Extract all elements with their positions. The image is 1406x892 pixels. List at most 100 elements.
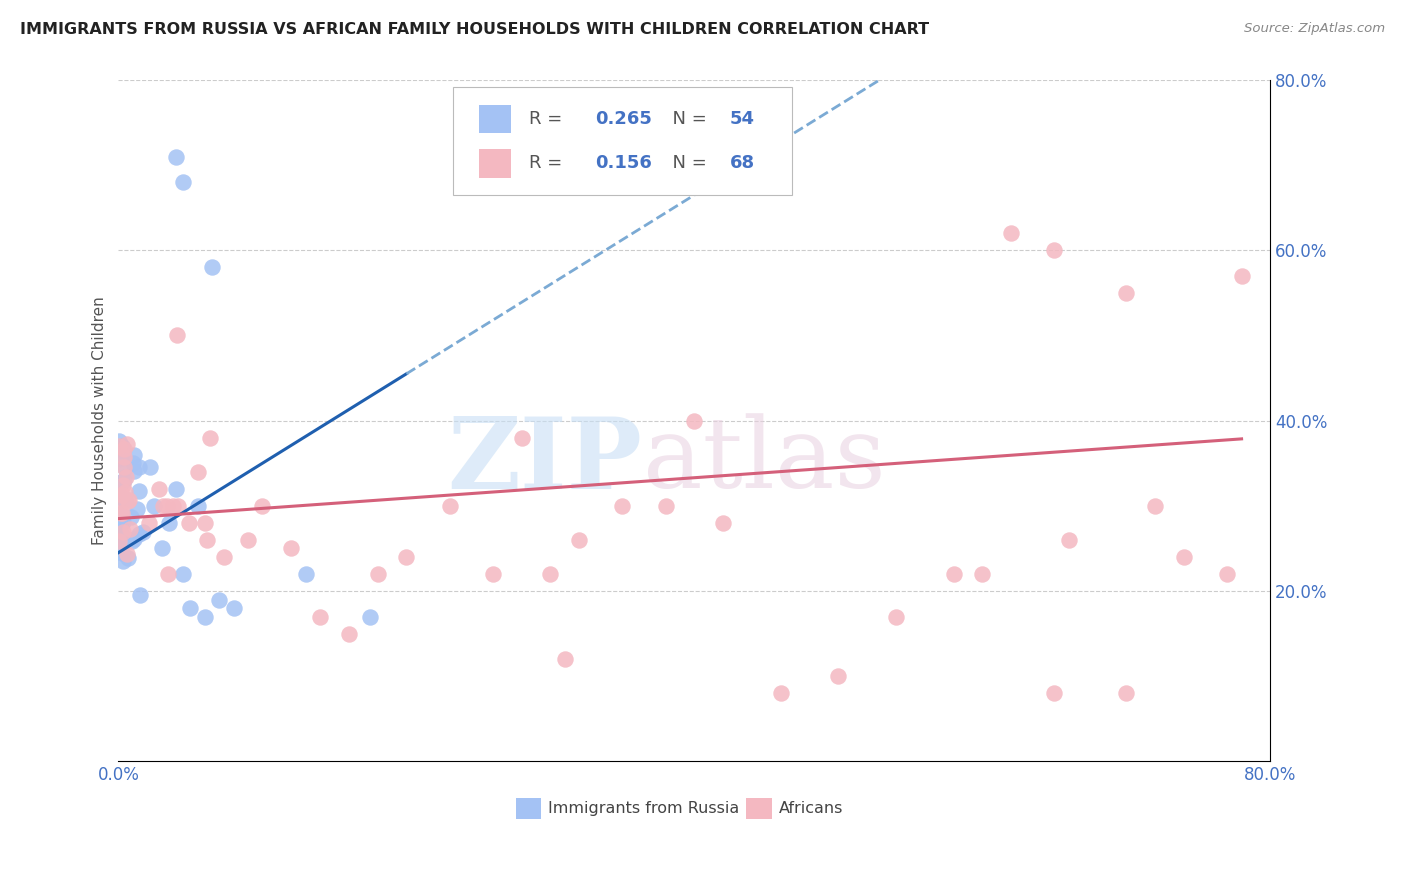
Point — [769, 686, 792, 700]
Point — [120, 510, 142, 524]
Point — [309, 609, 332, 624]
Point — [110, 536, 132, 550]
Point — [395, 549, 418, 564]
Text: 0.156: 0.156 — [595, 154, 652, 172]
Text: R =: R = — [529, 154, 568, 172]
Point — [1000, 227, 1022, 241]
Point — [110, 487, 132, 501]
Point — [179, 516, 201, 530]
Text: N =: N = — [661, 154, 713, 172]
Point — [117, 494, 139, 508]
FancyBboxPatch shape — [453, 87, 793, 195]
Point — [115, 470, 138, 484]
Point — [1216, 566, 1239, 581]
Point — [108, 525, 131, 540]
Point — [107, 478, 129, 492]
Text: 54: 54 — [730, 110, 755, 128]
Point — [568, 533, 591, 547]
Point — [112, 516, 135, 530]
Point — [195, 533, 218, 547]
Bar — [747, 798, 772, 819]
Point — [148, 482, 170, 496]
Text: Africans: Africans — [779, 801, 842, 816]
Point — [612, 499, 634, 513]
Point — [111, 506, 134, 520]
Point — [212, 549, 235, 564]
Point — [194, 609, 217, 624]
Point — [112, 473, 135, 487]
Point — [131, 524, 153, 539]
Point — [122, 465, 145, 479]
Point — [538, 566, 561, 581]
Point — [108, 491, 131, 506]
Point — [162, 499, 184, 513]
Point — [157, 516, 180, 530]
Point — [117, 547, 139, 561]
Point — [172, 566, 194, 581]
Point — [280, 541, 302, 556]
Text: Source: ZipAtlas.com: Source: ZipAtlas.com — [1244, 22, 1385, 36]
Point — [294, 566, 316, 581]
Point — [112, 450, 135, 464]
Y-axis label: Family Households with Children: Family Households with Children — [93, 296, 107, 545]
Point — [112, 442, 135, 456]
Point — [110, 507, 132, 521]
Point — [110, 439, 132, 453]
Text: R =: R = — [529, 110, 568, 128]
Point — [118, 493, 141, 508]
Point — [884, 609, 907, 624]
Point — [111, 554, 134, 568]
Point — [1173, 549, 1195, 564]
Point — [201, 260, 224, 275]
Text: ZIP: ZIP — [447, 413, 643, 510]
Point — [127, 502, 149, 516]
Point — [114, 492, 136, 507]
Point — [166, 499, 188, 513]
Point — [110, 506, 132, 520]
Point — [187, 499, 209, 513]
Point — [554, 652, 576, 666]
Point — [510, 431, 533, 445]
Point — [122, 456, 145, 470]
Point — [198, 431, 221, 445]
Point — [128, 527, 150, 541]
Point — [111, 525, 134, 540]
Point — [654, 499, 676, 513]
Point — [155, 499, 177, 513]
Point — [165, 482, 187, 496]
Point — [115, 436, 138, 450]
Point — [150, 541, 173, 556]
Bar — [479, 149, 512, 178]
Point — [110, 517, 132, 532]
Point — [111, 491, 134, 505]
Point — [112, 478, 135, 492]
Point — [367, 566, 389, 581]
Point — [128, 483, 150, 498]
Text: 68: 68 — [730, 154, 755, 172]
Point — [117, 551, 139, 566]
Point — [122, 449, 145, 463]
Text: N =: N = — [661, 110, 713, 128]
Point — [112, 460, 135, 475]
Point — [359, 609, 381, 624]
Text: Immigrants from Russia: Immigrants from Russia — [548, 801, 740, 816]
Point — [110, 451, 132, 466]
Point — [122, 532, 145, 546]
Point — [108, 439, 131, 453]
Point — [972, 566, 994, 581]
Point — [128, 459, 150, 474]
Point — [942, 566, 965, 581]
Point — [108, 534, 131, 549]
Point — [827, 669, 849, 683]
Bar — [479, 104, 512, 134]
Point — [138, 516, 160, 530]
Point — [1230, 268, 1253, 283]
Point — [193, 516, 215, 530]
Point — [157, 566, 180, 581]
Point — [439, 499, 461, 513]
Bar — [516, 798, 541, 819]
Point — [1043, 686, 1066, 700]
Point — [236, 533, 259, 547]
Point — [1144, 499, 1167, 513]
Point — [179, 601, 201, 615]
